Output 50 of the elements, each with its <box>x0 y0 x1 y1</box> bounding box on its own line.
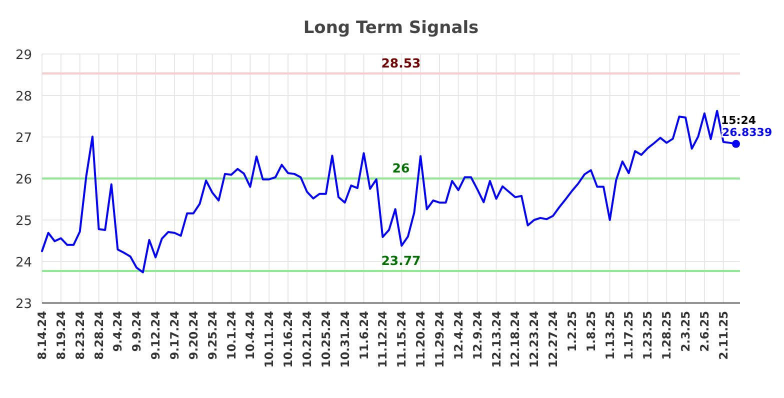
x-tick-label: 10.25.24 <box>318 311 333 368</box>
x-tick-label: 1.13.25 <box>602 311 617 360</box>
x-tick-label: 1.2.25 <box>564 311 579 352</box>
annotation: 26.8339 <box>722 126 772 139</box>
x-tick-label: 10.16.24 <box>281 311 296 368</box>
x-tick-label: 8.23.24 <box>72 311 87 360</box>
x-tick-label: 10.1.24 <box>224 311 238 360</box>
y-tick-label: 23 <box>15 297 32 312</box>
x-tick-label: 12.13.24 <box>489 311 504 368</box>
ref-line-label: 23.77 <box>381 253 421 268</box>
x-tick-label: 12.23.24 <box>527 311 542 368</box>
x-tick-label: 9.9.24 <box>130 311 144 352</box>
chart-title: Long Term Signals <box>303 18 479 38</box>
x-tick-label: 10.11.24 <box>262 311 276 368</box>
x-tick-label: 12.18.24 <box>508 311 522 368</box>
x-tick-label: 11.20.24 <box>414 311 428 368</box>
x-tick-label: 9.17.24 <box>167 311 182 360</box>
x-tick-label: 1.28.25 <box>660 311 674 360</box>
y-tick-label: 26 <box>15 172 32 188</box>
x-tick-label: 9.12.24 <box>148 311 163 360</box>
x-tick-label: 10.21.24 <box>300 311 314 368</box>
y-tick-label: 27 <box>15 131 32 146</box>
x-tick-label: 10.31.24 <box>338 311 352 368</box>
x-tick-label: 12.27.24 <box>546 311 560 368</box>
x-tick-label: 9.4.24 <box>110 311 125 352</box>
y-tick-label: 29 <box>15 48 32 63</box>
x-tick-label: 8.19.24 <box>54 311 68 360</box>
x-tick-label: 1.8.25 <box>584 311 598 352</box>
x-tick-label: 8.28.24 <box>92 311 106 360</box>
x-tick-label: 2.3.25 <box>678 311 693 352</box>
x-tick-label: 9.25.24 <box>205 311 220 360</box>
x-tick-label: 10.4.24 <box>243 311 258 360</box>
x-tick-label: 12.4.24 <box>451 311 466 360</box>
x-tick-label: 11.15.24 <box>394 311 409 368</box>
x-tick-label: 11.29.24 <box>432 311 446 368</box>
x-tick-label: 11.12.24 <box>376 311 390 368</box>
x-tick-label: 1.17.25 <box>622 311 636 360</box>
x-tick-label: 9.20.24 <box>186 311 200 360</box>
ref-line-label: 26 <box>392 160 410 176</box>
x-tick-label: 11.6.24 <box>356 311 371 360</box>
x-tick-label: 8.14.24 <box>35 311 49 360</box>
annotation: 15:24 <box>721 114 756 127</box>
x-tick-label: 1.23.25 <box>640 311 655 360</box>
ref-line-label: 28.53 <box>381 56 421 71</box>
y-tick-label: 25 <box>15 214 32 229</box>
y-tick-label: 28 <box>15 90 32 104</box>
x-tick-label: 2.6.25 <box>697 311 712 352</box>
x-tick-label: 12.9.24 <box>470 311 484 360</box>
x-tick-label: 2.11.25 <box>716 311 730 360</box>
y-tick-label: 24 <box>15 256 32 270</box>
